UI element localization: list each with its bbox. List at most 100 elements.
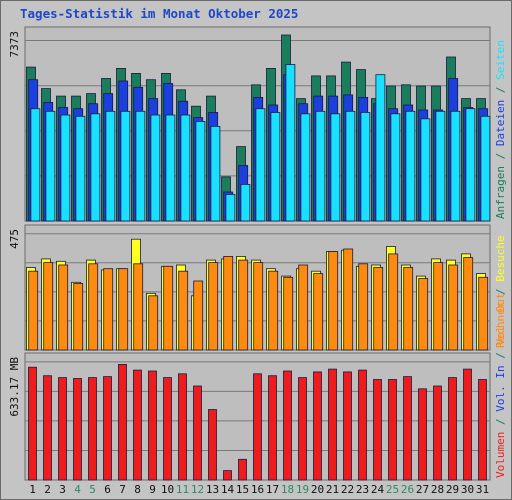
bar-rechner-day-28: [433, 262, 444, 351]
bar-seiten-day-6: [105, 110, 116, 222]
bar-seiten-day-19: [300, 113, 311, 222]
bar-rechner-day-12: [193, 280, 204, 351]
bar-volumen-day-26: [403, 376, 412, 481]
x-tick-label-day-7: 7: [119, 483, 126, 496]
bar-rechner-day-24: [373, 267, 384, 351]
x-tick-label-day-4: 4: [74, 483, 81, 496]
bar-seiten-day-29: [450, 110, 461, 222]
bar-volumen-day-22: [343, 371, 352, 481]
bar-rechner-day-13: [208, 262, 219, 351]
bar-volumen-day-2: [43, 375, 52, 481]
bar-seiten-day-23: [360, 112, 371, 222]
legend-visits-entry: Rechner: [494, 301, 507, 348]
bar-volumen-day-21: [328, 368, 337, 481]
bar-volumen-day-19: [298, 377, 307, 481]
chart-title: Tages-Statistik im Monat Oktober 2025: [20, 6, 299, 21]
bar-seiten-day-16: [255, 108, 266, 222]
x-tick-label-day-19: 19: [296, 483, 309, 496]
x-tick-label-day-24: 24: [371, 483, 385, 496]
bar-rechner-day-20: [313, 273, 324, 351]
legend-requests: Anfragen / Dateien / Seiten: [494, 40, 507, 219]
legend-volume: Volumen / Vol. In / Vol. Out: [494, 293, 507, 478]
x-tick-label-day-5: 5: [89, 483, 96, 496]
bar-rechner-day-2: [43, 262, 54, 351]
bar-rechner-day-25: [388, 253, 399, 351]
bar-seiten-day-7: [120, 110, 131, 222]
bar-volumen-day-28: [433, 385, 442, 481]
x-tick-label-day-27: 27: [416, 483, 429, 496]
bar-volumen-day-3: [58, 377, 67, 481]
x-tick-label-day-10: 10: [161, 483, 174, 496]
bar-rechner-day-30: [463, 257, 474, 351]
bar-volumen-day-4: [73, 378, 82, 481]
bar-rechner-day-7: [118, 268, 129, 351]
bar-volumen-day-1: [28, 366, 37, 481]
bar-volumen-day-30: [463, 368, 472, 481]
bar-rechner-day-23: [358, 263, 369, 351]
bar-seiten-day-28: [435, 110, 446, 222]
x-tick-label-day-11: 11: [176, 483, 189, 496]
bar-seiten-day-9: [150, 114, 161, 222]
bar-volumen-day-8: [133, 369, 142, 481]
legend-requests-entry: Seiten: [494, 40, 507, 80]
bar-seiten-day-17: [270, 112, 281, 222]
bar-seiten-day-25: [390, 113, 401, 222]
x-tick-label-day-29: 29: [446, 483, 459, 496]
x-tick-label-day-22: 22: [341, 483, 354, 496]
x-tick-label-day-13: 13: [206, 483, 219, 496]
legend-visits: Rechner / Besuche: [494, 235, 507, 348]
bar-volumen-day-18: [283, 370, 292, 481]
y-max-label-volume: 633.17 MB: [8, 357, 21, 417]
bar-rechner-day-11: [178, 270, 189, 351]
bar-rechner-day-14: [223, 255, 234, 351]
bar-rechner-day-6: [103, 268, 114, 351]
bar-seiten-day-22: [345, 110, 356, 222]
legend-requests-entry: Dateien: [494, 100, 507, 146]
bar-rechner-day-3: [58, 264, 69, 351]
x-tick-label-day-31: 31: [476, 483, 489, 496]
x-tick-label-day-15: 15: [236, 483, 249, 496]
bar-seiten-day-10: [165, 114, 176, 222]
bar-volumen-day-15: [238, 458, 247, 481]
bar-volumen-day-25: [388, 379, 397, 481]
bar-rechner-day-10: [163, 265, 174, 351]
legend-volume-entry: Vol. In: [494, 365, 507, 411]
bar-seiten-day-8: [135, 110, 146, 222]
x-tick-label-day-3: 3: [59, 483, 66, 496]
bar-seiten-day-2: [45, 110, 56, 222]
legend-visits-entry: /: [494, 282, 507, 302]
bar-rechner-day-29: [448, 264, 459, 351]
bar-seiten-day-1: [30, 108, 41, 222]
bar-volumen-day-7: [118, 363, 127, 481]
x-tick-label-day-6: 6: [104, 483, 111, 496]
bar-rechner-day-31: [478, 276, 489, 351]
legend-volume-entry: /: [494, 412, 507, 432]
bar-volumen-day-24: [373, 379, 382, 481]
x-tick-label-day-8: 8: [134, 483, 141, 496]
x-tick-label-day-16: 16: [251, 483, 264, 496]
bar-seiten-day-26: [405, 110, 416, 222]
legend-visits-entry: Besuche: [494, 235, 507, 281]
bar-seiten-day-21: [330, 113, 341, 222]
bar-volumen-day-13: [208, 409, 217, 481]
bar-rechner-day-18: [283, 276, 294, 351]
bar-seiten-day-15: [240, 183, 251, 222]
bar-seiten-day-18: [285, 64, 296, 222]
bar-rechner-day-4: [73, 283, 84, 351]
bar-seiten-day-20: [315, 110, 326, 222]
bar-rechner-day-9: [148, 295, 159, 351]
bar-rechner-day-1: [28, 270, 39, 351]
bar-volumen-day-20: [313, 371, 322, 481]
bar-volumen-day-14: [223, 470, 232, 481]
bar-seiten-day-13: [210, 126, 221, 222]
x-tick-label-day-25: 25: [386, 483, 399, 496]
bar-volumen-day-23: [358, 369, 367, 481]
bar-volumen-day-27: [418, 388, 427, 481]
x-tick-label-day-18: 18: [281, 483, 294, 496]
x-tick-label-day-2: 2: [44, 483, 51, 496]
x-tick-label-day-12: 12: [191, 483, 204, 496]
x-tick-label-day-21: 21: [326, 483, 339, 496]
bar-seiten-day-27: [420, 118, 431, 222]
x-tick-label-day-20: 20: [311, 483, 324, 496]
bar-seiten-day-3: [60, 114, 71, 222]
